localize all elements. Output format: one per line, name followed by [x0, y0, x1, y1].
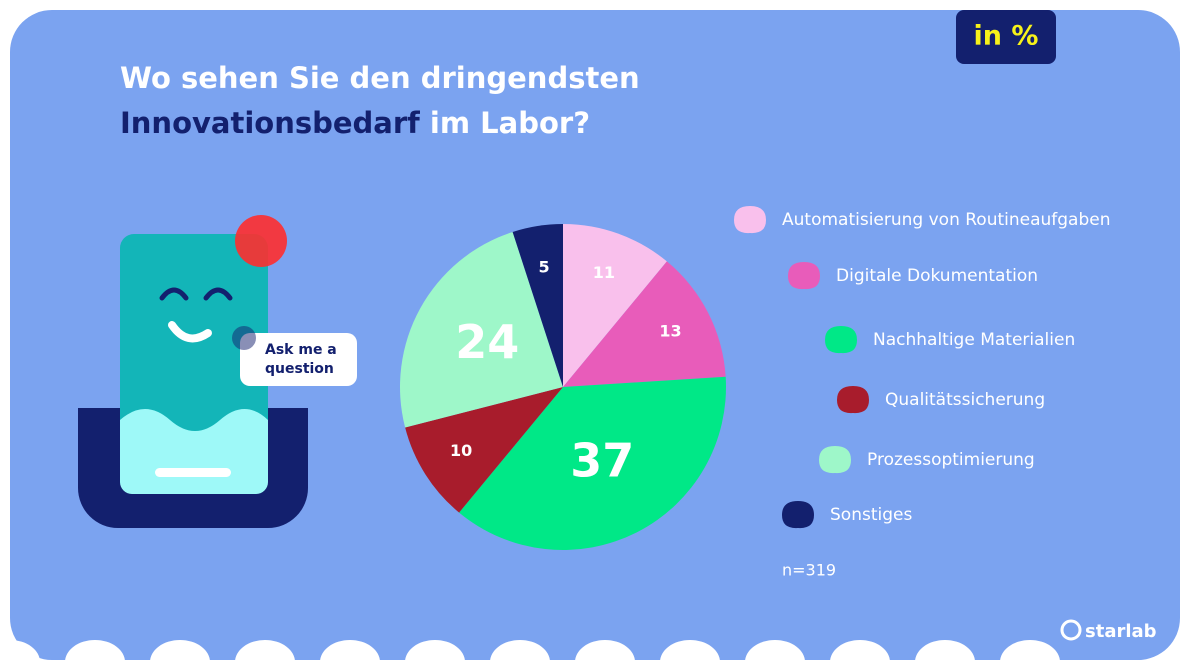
unit-badge-text: in %	[974, 21, 1039, 52]
legend-marker	[819, 446, 851, 474]
wave-edge	[0, 640, 1060, 670]
pie-slice	[405, 387, 563, 513]
slice-label: 37	[570, 433, 634, 487]
brand-logo	[1060, 619, 1082, 641]
bubble-line-2: question	[265, 361, 334, 377]
pie-slice	[400, 231, 563, 428]
legend-label: Digitale Dokumentation	[836, 266, 1038, 286]
slice-label: 10	[450, 441, 472, 460]
brand: starlab	[1085, 621, 1157, 642]
title-line-1: Wo sehen Sie den dringendsten	[120, 61, 640, 95]
legend-label: Nachhaltige Materialien	[873, 330, 1075, 350]
title-highlight: Innovationsbedarf	[120, 106, 420, 140]
legend-label: Prozessoptimierung	[867, 450, 1035, 470]
pie-slice	[563, 224, 667, 387]
legend-label: Sonstiges	[830, 505, 912, 525]
legend-marker	[825, 326, 857, 354]
legend-marker	[734, 206, 766, 234]
legend-marker	[782, 501, 814, 529]
slice-label: 5	[539, 257, 550, 276]
pie-slice	[459, 376, 726, 551]
sample-note: n=319	[782, 561, 836, 580]
title-rest: im Labor?	[430, 106, 590, 140]
slice-label: 11	[593, 263, 615, 282]
legend-marker	[788, 262, 820, 290]
bubble-line-1: Ask me a	[265, 342, 337, 358]
mascot: Ask me a question	[78, 215, 357, 528]
legend-label: Automatisierung von Routineaufgaben	[782, 210, 1111, 230]
pie-slice	[563, 261, 726, 387]
pie-slice	[512, 224, 563, 387]
legend-label: Qualitätssicherung	[885, 390, 1045, 410]
unit-badge	[956, 10, 1056, 64]
slice-label: 13	[659, 322, 681, 341]
legend-marker	[837, 386, 869, 414]
title-line-2: Innovationsbedarf im Labor?	[120, 106, 590, 140]
slice-label: 24	[455, 315, 519, 369]
